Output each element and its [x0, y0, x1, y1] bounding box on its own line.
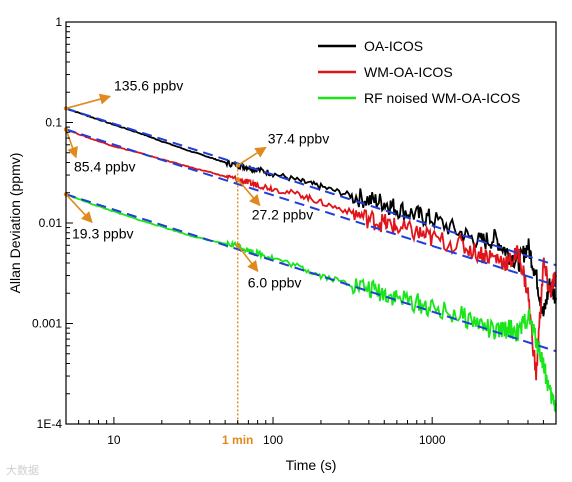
annotation-label-3: 19.3 ppbv [72, 225, 134, 241]
y-tick-label: 1E-4 [37, 417, 63, 431]
annotation-label-5: 27.2 ppbv [252, 206, 314, 222]
annotation-label-2: 85.4 ppbv [74, 158, 136, 174]
y-axis-label: Allan Deviation (ppmv) [7, 153, 23, 294]
vertical-marker-layer: 1 min [222, 165, 253, 447]
fit-lines-layer [65, 107, 557, 353]
one-minute-marker-label: 1 min [222, 433, 253, 447]
y-axis-ticks: 1E-4 0.001 0.01 0.1 1 [32, 15, 73, 431]
legend-label-3: RF noised WM-OA-ICOS [364, 90, 520, 106]
fit-line-3 [65, 193, 557, 353]
fit-line-2 [65, 128, 557, 287]
annotation-arrow-5 [237, 178, 261, 207]
annotation-point-4 [235, 163, 240, 168]
annotation-label-6: 6.0 ppbv [248, 274, 302, 290]
series-line-3 [65, 193, 557, 414]
annotation-arrow-1 [65, 93, 112, 110]
annotation-label-4: 37.4 ppbv [268, 130, 330, 146]
annotation-point-6 [235, 243, 240, 248]
y-tick-label: 0.1 [45, 116, 62, 130]
annotation-arrow-6 [237, 244, 259, 273]
series-line-2 [65, 128, 557, 381]
annotation-point-5 [235, 177, 240, 182]
watermark: 大数据 [6, 465, 39, 477]
annotation-arrow-2 [65, 129, 78, 159]
legend: OA-ICOS WM-OA-ICOS RF noised WM-OA-ICOS [318, 38, 520, 106]
annotation-arrow-3 [65, 193, 93, 224]
x-tick-label: 1000 [419, 433, 446, 447]
x-tick-label: 10 [107, 433, 121, 447]
series-layer [65, 107, 557, 414]
legend-label-1: OA-ICOS [364, 38, 423, 54]
y-tick-label: 0.001 [32, 317, 62, 331]
x-tick-label: 100 [263, 433, 283, 447]
annotations-layer: 135.6 ppbv 85.4 ppbv 19.3 ppbv 37.4 ppbv 27.… [63, 77, 330, 290]
annotation-arrow-4 [237, 146, 267, 167]
legend-label-2: WM-OA-ICOS [364, 64, 453, 80]
y-tick-label: 0.01 [39, 216, 63, 230]
x-axis-label: Time (s) [286, 457, 337, 473]
fit-line-1 [65, 107, 557, 267]
y-tick-label: 1 [55, 15, 62, 29]
x-axis-ticks: 10 100 1000 [65, 417, 557, 447]
annotation-label-1: 135.6 ppbv [114, 77, 183, 93]
